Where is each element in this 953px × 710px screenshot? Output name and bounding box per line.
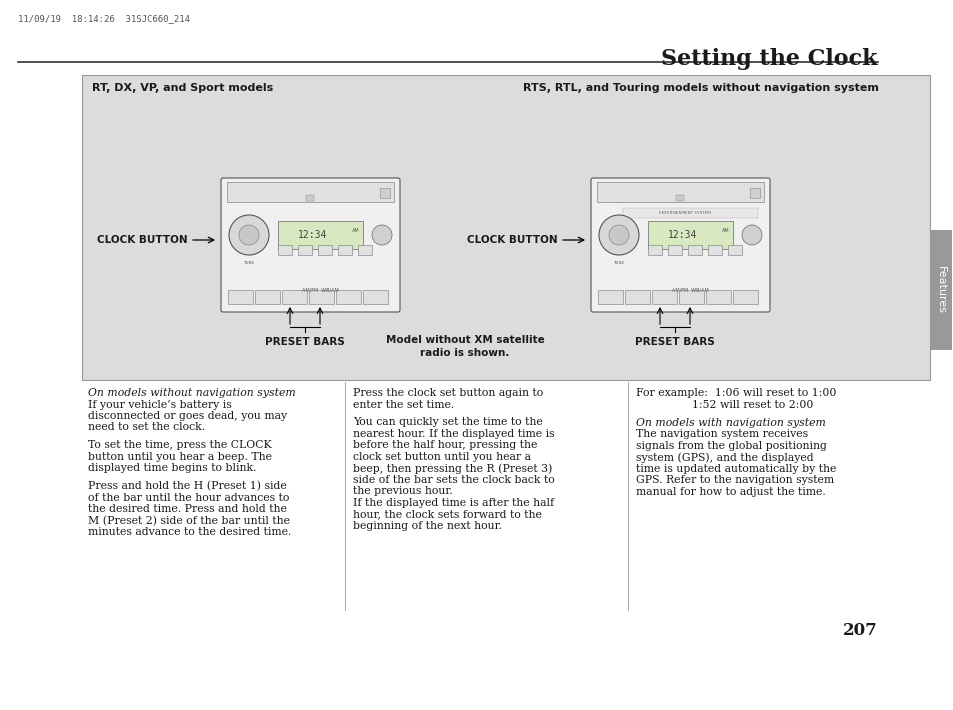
Text: Features: Features <box>935 266 945 314</box>
Text: 11/09/19  18:14:26  31SJC660_214: 11/09/19 18:14:26 31SJC660_214 <box>18 14 190 23</box>
Circle shape <box>229 215 269 255</box>
Bar <box>277 245 292 255</box>
Text: The navigation system receives: The navigation system receives <box>636 430 807 439</box>
Circle shape <box>608 225 628 245</box>
Text: To set the time, press the CLOCK: To set the time, press the CLOCK <box>88 440 272 450</box>
Bar <box>597 182 763 202</box>
Circle shape <box>239 225 258 245</box>
Bar <box>309 290 334 304</box>
Text: 207: 207 <box>842 622 877 639</box>
Text: AM/FM  WB/AM: AM/FM WB/AM <box>301 288 338 293</box>
Text: RTS, RTL, and Touring models without navigation system: RTS, RTL, and Touring models without nav… <box>522 83 878 93</box>
Bar <box>277 221 363 249</box>
Text: radio is shown.: radio is shown. <box>420 348 509 358</box>
Bar <box>687 245 701 255</box>
FancyBboxPatch shape <box>221 178 399 312</box>
Text: PRESET BARS: PRESET BARS <box>635 337 714 347</box>
Text: AM/FM  WB/AM: AM/FM WB/AM <box>671 288 708 293</box>
Text: M (Preset 2) side of the bar until the: M (Preset 2) side of the bar until the <box>88 515 290 526</box>
Text: of the bar until the hour advances to: of the bar until the hour advances to <box>88 493 289 503</box>
FancyBboxPatch shape <box>590 178 769 312</box>
Text: before the half hour, pressing the: before the half hour, pressing the <box>353 440 537 450</box>
Text: Press the clock set button again to: Press the clock set button again to <box>353 388 542 398</box>
Bar <box>228 290 253 304</box>
Circle shape <box>741 225 761 245</box>
Bar <box>306 195 314 201</box>
Bar <box>749 188 760 198</box>
Bar <box>727 245 741 255</box>
Bar <box>624 290 649 304</box>
Bar <box>929 230 951 350</box>
Text: time is updated automatically by the: time is updated automatically by the <box>636 464 836 474</box>
Bar <box>337 245 352 255</box>
Bar <box>622 208 758 218</box>
Text: TUNE: TUNE <box>613 261 624 265</box>
Bar <box>732 290 758 304</box>
Text: button until you hear a beep. The: button until you hear a beep. The <box>88 452 272 462</box>
Text: You can quickly set the time to the: You can quickly set the time to the <box>353 417 542 427</box>
Text: beep, then pressing the R (Preset 3): beep, then pressing the R (Preset 3) <box>353 464 552 474</box>
Text: beginning of the next hour.: beginning of the next hour. <box>353 521 501 531</box>
Text: GPS. Refer to the navigation system: GPS. Refer to the navigation system <box>636 476 833 486</box>
Text: nearest hour. If the displayed time is: nearest hour. If the displayed time is <box>353 429 554 439</box>
Text: system (GPS), and the displayed: system (GPS), and the displayed <box>636 452 813 463</box>
Text: minutes advance to the desired time.: minutes advance to the desired time. <box>88 527 291 537</box>
Bar <box>335 290 360 304</box>
Bar <box>676 195 683 201</box>
Text: the previous hour.: the previous hour. <box>353 486 453 496</box>
Text: displayed time begins to blink.: displayed time begins to blink. <box>88 464 256 474</box>
Text: ENTERTAINMENT SYSTEM: ENTERTAINMENT SYSTEM <box>659 211 710 215</box>
Bar <box>227 182 394 202</box>
Bar <box>707 245 721 255</box>
Text: need to set the clock.: need to set the clock. <box>88 422 205 432</box>
Text: AM: AM <box>352 229 359 234</box>
Circle shape <box>372 225 392 245</box>
Text: If your vehicle’s battery is: If your vehicle’s battery is <box>88 400 232 410</box>
Text: CLOCK BUTTON: CLOCK BUTTON <box>97 235 188 245</box>
Bar <box>282 290 307 304</box>
Text: signals from the global positioning: signals from the global positioning <box>636 441 826 451</box>
Bar <box>679 290 703 304</box>
Text: disconnected or goes dead, you may: disconnected or goes dead, you may <box>88 411 287 421</box>
Bar <box>357 245 372 255</box>
Text: clock set button until you hear a: clock set button until you hear a <box>353 452 531 462</box>
Bar <box>598 290 622 304</box>
Text: Model without XM satellite: Model without XM satellite <box>385 335 544 345</box>
Text: 12:34: 12:34 <box>667 230 697 240</box>
Text: TUNE: TUNE <box>243 261 254 265</box>
Text: For example:  1:06 will reset to 1:00: For example: 1:06 will reset to 1:00 <box>636 388 836 398</box>
Text: On models with navigation system: On models with navigation system <box>636 418 825 428</box>
Text: Setting the Clock: Setting the Clock <box>660 48 877 70</box>
Text: Press and hold the H (Preset 1) side: Press and hold the H (Preset 1) side <box>88 481 287 491</box>
Text: PRESET BARS: PRESET BARS <box>265 337 345 347</box>
Text: If the displayed time is after the half: If the displayed time is after the half <box>353 498 554 508</box>
Bar <box>317 245 332 255</box>
Text: On models without navigation system: On models without navigation system <box>88 388 295 398</box>
Text: AM: AM <box>721 229 729 234</box>
Bar <box>379 188 390 198</box>
Bar <box>254 290 280 304</box>
Text: the desired time. Press and hold the: the desired time. Press and hold the <box>88 504 287 514</box>
Text: manual for how to adjust the time.: manual for how to adjust the time. <box>636 487 825 497</box>
Bar <box>363 290 388 304</box>
Text: CLOCK BUTTON: CLOCK BUTTON <box>467 235 558 245</box>
Bar <box>705 290 730 304</box>
Bar <box>647 221 732 249</box>
Bar <box>297 245 312 255</box>
Bar <box>651 290 677 304</box>
Text: enter the set time.: enter the set time. <box>353 400 454 410</box>
Text: side of the bar sets the clock back to: side of the bar sets the clock back to <box>353 475 554 485</box>
Bar <box>82 75 929 380</box>
Bar <box>647 245 661 255</box>
Text: 12:34: 12:34 <box>297 230 327 240</box>
Text: 1:52 will reset to 2:00: 1:52 will reset to 2:00 <box>636 400 813 410</box>
Text: RT, DX, VP, and Sport models: RT, DX, VP, and Sport models <box>91 83 273 93</box>
Bar <box>667 245 681 255</box>
Circle shape <box>598 215 639 255</box>
Text: hour, the clock sets forward to the: hour, the clock sets forward to the <box>353 509 541 519</box>
